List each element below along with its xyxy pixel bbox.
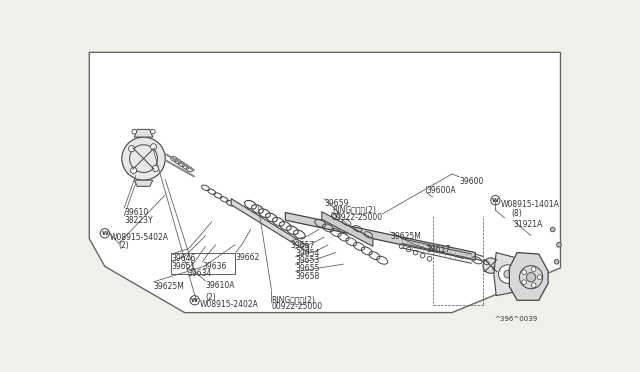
Text: 39617: 39617 — [426, 245, 451, 254]
Polygon shape — [322, 212, 373, 246]
Text: 39625M: 39625M — [390, 232, 421, 241]
Circle shape — [504, 270, 511, 278]
Text: W: W — [101, 231, 108, 236]
Circle shape — [190, 296, 199, 305]
Circle shape — [531, 283, 536, 288]
Circle shape — [131, 167, 137, 173]
Circle shape — [483, 258, 499, 273]
Text: W: W — [191, 298, 198, 303]
Text: 39658: 39658 — [296, 272, 320, 281]
Text: 39610A: 39610A — [205, 281, 235, 290]
Text: (2): (2) — [205, 294, 216, 302]
Text: 39654: 39654 — [296, 249, 320, 258]
Circle shape — [522, 270, 527, 275]
Circle shape — [122, 137, 165, 180]
Text: W08915-1401A: W08915-1401A — [501, 200, 560, 209]
Text: RINGリング(2): RINGリング(2) — [332, 206, 376, 215]
Text: 39634: 39634 — [187, 269, 211, 279]
Circle shape — [522, 280, 527, 285]
Circle shape — [537, 275, 542, 279]
Polygon shape — [494, 253, 522, 296]
Polygon shape — [90, 52, 561, 312]
Text: 39653: 39653 — [296, 256, 320, 265]
Bar — [172, 253, 235, 274]
Text: (8): (8) — [511, 209, 522, 218]
Polygon shape — [134, 180, 153, 186]
Circle shape — [554, 260, 559, 264]
Text: RINGリング(2): RINGリング(2) — [271, 295, 316, 304]
Text: 39646: 39646 — [172, 254, 196, 263]
Text: W: W — [492, 198, 499, 203]
Text: 00922-25000: 00922-25000 — [271, 302, 323, 311]
Text: (2): (2) — [119, 241, 129, 250]
Text: 39625M: 39625M — [154, 282, 184, 291]
Text: 31921A: 31921A — [513, 220, 543, 229]
Text: 39662: 39662 — [236, 253, 260, 262]
Text: 39600: 39600 — [460, 177, 484, 186]
Circle shape — [526, 273, 536, 282]
Text: 39610: 39610 — [124, 208, 148, 217]
Text: ^396^0039: ^396^0039 — [495, 317, 538, 323]
Circle shape — [531, 267, 536, 272]
Circle shape — [150, 144, 157, 150]
Polygon shape — [509, 253, 548, 300]
Circle shape — [100, 229, 109, 238]
Polygon shape — [134, 129, 153, 137]
Circle shape — [557, 243, 561, 247]
Circle shape — [129, 145, 135, 152]
Text: 39657: 39657 — [291, 241, 315, 250]
Polygon shape — [285, 212, 476, 260]
Text: 38223Y: 38223Y — [124, 216, 153, 225]
Text: 39659: 39659 — [324, 199, 349, 208]
Circle shape — [150, 129, 155, 134]
Text: 39600A: 39600A — [426, 186, 456, 195]
Circle shape — [491, 196, 500, 205]
Text: W08915-2402A: W08915-2402A — [200, 300, 259, 309]
Text: 00922-25000: 00922-25000 — [332, 212, 383, 221]
Polygon shape — [231, 199, 308, 253]
Circle shape — [132, 129, 136, 134]
Text: 39651: 39651 — [172, 262, 196, 271]
Circle shape — [550, 227, 555, 232]
Text: 39636: 39636 — [202, 262, 227, 271]
Text: W08915-5402A: W08915-5402A — [109, 233, 168, 242]
Circle shape — [499, 265, 517, 283]
Circle shape — [152, 166, 159, 171]
Text: 39655: 39655 — [296, 264, 320, 273]
